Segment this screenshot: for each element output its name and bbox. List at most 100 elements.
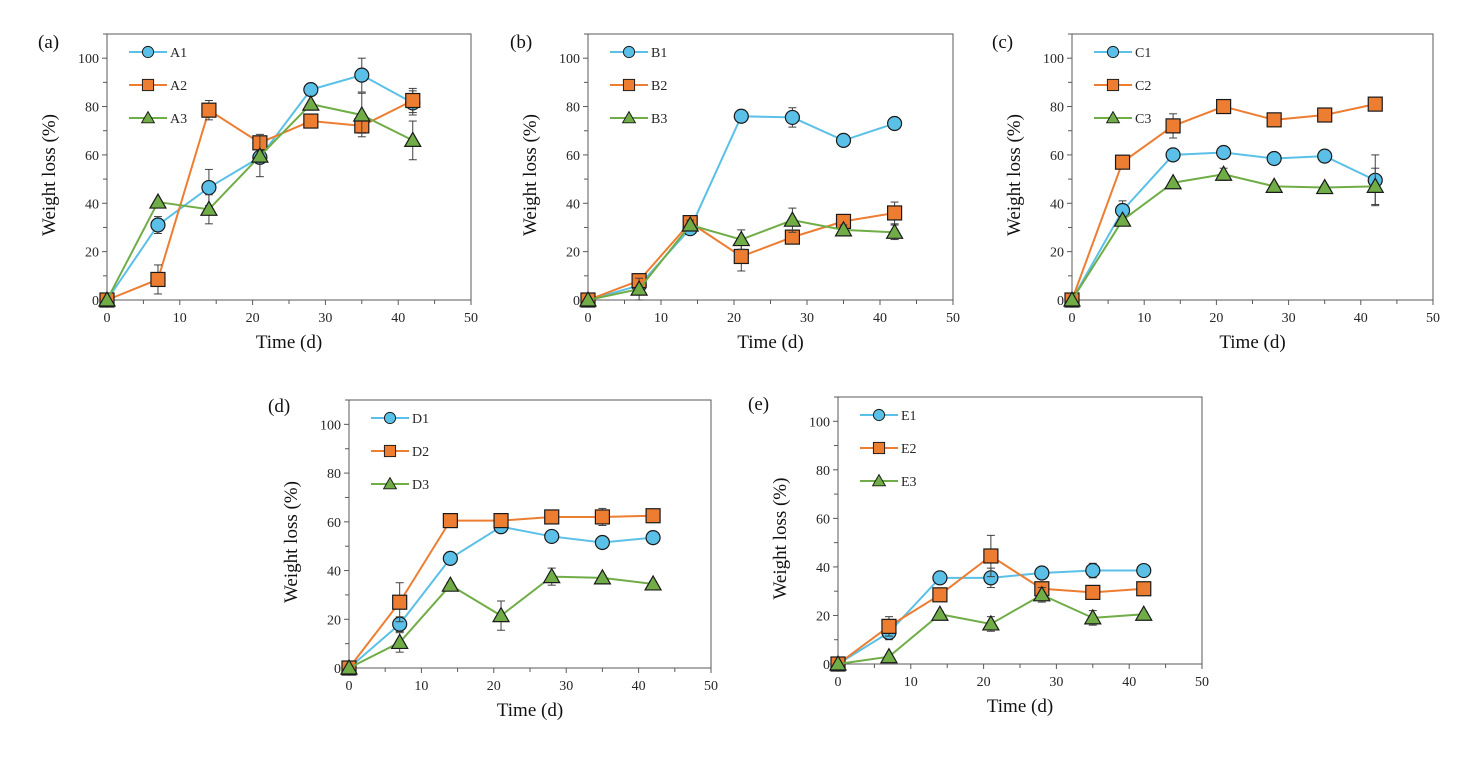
y-tick-label: 80	[816, 464, 830, 479]
data-point-D2	[493, 512, 509, 529]
data-point-E3	[1134, 605, 1153, 621]
data-point-B3	[783, 210, 802, 227]
y-tick-label: 20	[85, 246, 99, 261]
x-tick-label: 40	[632, 679, 646, 694]
data-point-A1	[201, 179, 217, 196]
data-point-C2	[1165, 118, 1181, 134]
legend-label: C1	[1135, 46, 1151, 61]
x-tick-label: 20	[246, 311, 260, 326]
data-point-B1	[886, 115, 903, 132]
data-point-E1	[932, 570, 948, 586]
x-tick-label: 10	[654, 311, 668, 326]
y-tick-label: 100	[1043, 52, 1064, 67]
legend-label: B1	[651, 46, 667, 61]
data-point-B1	[835, 132, 852, 148]
data-point-C1	[1317, 148, 1333, 164]
legend-label: A3	[170, 112, 187, 127]
y-tick-label: 100	[78, 52, 99, 67]
data-point-E2	[881, 618, 897, 634]
x-tick-label: 40	[873, 311, 887, 326]
y-tick-label: 20	[816, 609, 830, 624]
legend-marker	[872, 441, 886, 455]
panel-label: (d)	[268, 396, 290, 417]
data-point-B3	[578, 290, 598, 307]
data-point-A2	[150, 271, 166, 288]
x-tick-label: 40	[1354, 311, 1368, 326]
x-tick-label: 0	[104, 311, 111, 326]
legend-marker	[1106, 78, 1120, 92]
y-tick-label: 60	[327, 516, 341, 531]
x-tick-label: 10	[173, 311, 187, 326]
legend-label: D1	[412, 412, 429, 427]
data-point-A1	[150, 217, 166, 233]
legend-marker	[621, 110, 637, 124]
x-tick-label: 0	[835, 675, 842, 690]
data-point-D3	[390, 633, 409, 650]
data-point-E3	[828, 654, 848, 671]
panel-label: (a)	[38, 32, 59, 53]
y-axis-title: Weight loss (%)	[39, 114, 60, 236]
y-axis-title: Weight loss (%)	[770, 478, 791, 600]
x-tick-label: 50	[704, 679, 718, 694]
series-C3: C3	[1062, 110, 1385, 307]
legend-marker	[871, 473, 887, 487]
data-point-C2	[1266, 112, 1282, 128]
x-tick-label: 30	[1282, 311, 1296, 326]
x-tick-label: 20	[487, 679, 501, 694]
series-line-C2	[1071, 103, 1376, 301]
data-point-E1	[1034, 565, 1050, 581]
legend-marker	[383, 444, 397, 458]
data-point-C3	[1062, 290, 1082, 307]
data-point-D3	[492, 606, 511, 623]
y-axis-title: Weight loss (%)	[520, 114, 541, 236]
data-point-C3	[1113, 210, 1132, 227]
x-tick-label: 30	[800, 311, 814, 326]
data-point-C1	[1266, 150, 1282, 167]
data-point-D1	[544, 528, 560, 545]
legend-marker	[383, 411, 397, 425]
y-tick-label: 40	[1050, 197, 1064, 212]
series-D3: D3	[339, 476, 663, 675]
data-point-E3	[879, 647, 898, 664]
data-point-C3	[1164, 173, 1183, 190]
data-point-E3	[981, 614, 1000, 631]
data-point-C1	[1216, 144, 1232, 161]
legend-label: B2	[651, 79, 667, 94]
x-tick-label: 10	[1137, 311, 1151, 326]
y-axis-title: Weight loss (%)	[281, 481, 302, 603]
data-point-D2	[544, 509, 560, 525]
x-tick-label: 20	[727, 311, 741, 326]
data-point-D1	[594, 534, 611, 551]
x-tick-label: 30	[318, 311, 332, 326]
legend-label: B3	[651, 112, 667, 127]
data-point-B2	[733, 248, 749, 265]
y-tick-label: 80	[1050, 101, 1064, 116]
y-tick-label: 0	[334, 662, 341, 677]
data-point-A2	[405, 92, 421, 109]
y-tick-label: 100	[559, 52, 580, 67]
x-tick-label: 50	[1426, 311, 1440, 326]
data-point-A3	[199, 200, 218, 216]
x-axis-title: Time (d)	[737, 332, 803, 353]
legend-marker	[872, 408, 886, 422]
data-point-C3	[1265, 177, 1284, 193]
y-tick-label: 80	[566, 101, 580, 116]
series-B3: B3	[578, 110, 904, 307]
chart-panel-e: 0 10 20 30 40 50 0 20 40 60 80 100 Time (d) Weight lo…	[748, 394, 1209, 717]
data-point-D2	[594, 509, 611, 525]
x-tick-label: 50	[1195, 675, 1209, 690]
data-point-D2	[442, 512, 458, 529]
data-point-A2	[303, 113, 319, 129]
data-point-E3	[1083, 608, 1102, 625]
data-point-A3	[301, 94, 320, 111]
data-point-C2	[1114, 154, 1131, 170]
legend-marker	[141, 78, 155, 92]
data-point-B3	[885, 223, 904, 239]
data-point-C3	[1366, 177, 1385, 193]
data-point-C1	[1165, 147, 1181, 163]
data-point-C2	[1216, 98, 1232, 115]
chart-panel-c: 0 10 20 30 40 50 0 20 40 60 80 100 Time (d) Weight lo…	[992, 32, 1440, 353]
data-point-B2	[886, 205, 903, 221]
legend-marker	[622, 78, 636, 92]
